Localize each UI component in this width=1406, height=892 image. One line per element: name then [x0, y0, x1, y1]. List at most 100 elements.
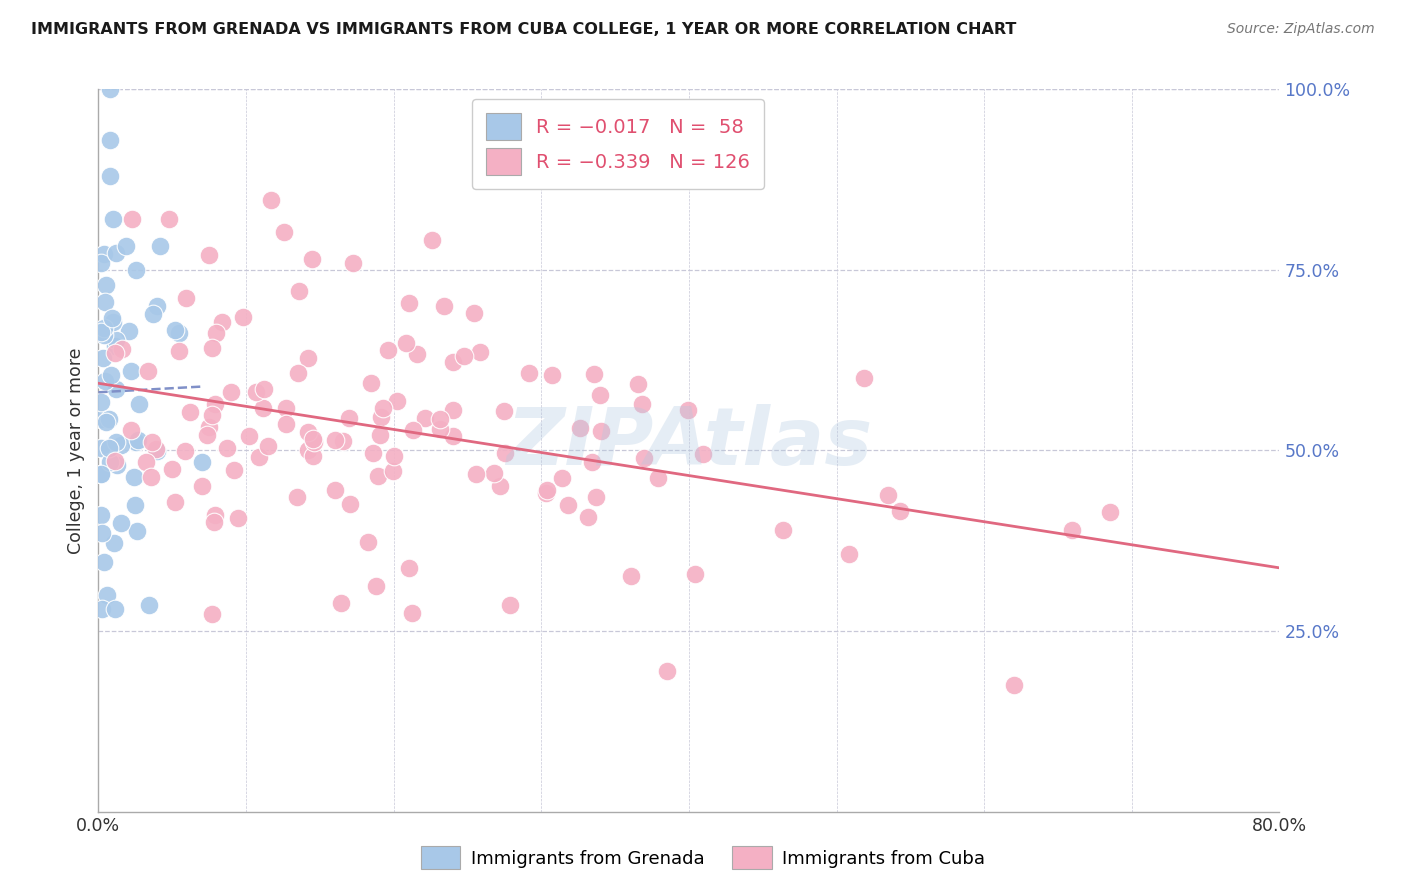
Point [838, 547, 860, 561]
Point [135, 455, 157, 469]
Point [482, 466, 505, 480]
Point [90, 395, 112, 409]
Point [93, 320, 115, 334]
Point [201, 607, 224, 621]
Point [120, 364, 142, 378]
Point [120, 424, 142, 438]
Point [103, 212, 125, 227]
Point [499, 598, 522, 612]
Point [93, 246, 115, 260]
Point [692, 447, 714, 461]
Point [125, 263, 148, 277]
Point [94, 374, 117, 388]
Point [104, 453, 127, 467]
Point [494, 446, 516, 460]
Point [179, 405, 201, 419]
Point [204, 508, 226, 522]
Point [90, 326, 112, 340]
Point [273, 225, 295, 239]
Point [202, 515, 225, 529]
Point [105, 458, 128, 473]
Point [582, 367, 605, 381]
Point [157, 212, 180, 227]
Point [540, 368, 562, 382]
Point [232, 310, 254, 325]
Point [398, 296, 420, 310]
Point [433, 299, 456, 313]
Point [115, 238, 138, 252]
Text: ZIPAtlas: ZIPAtlas [506, 404, 872, 483]
Point [97, 412, 120, 426]
Point [405, 347, 427, 361]
Point [211, 315, 233, 329]
Point [489, 478, 512, 492]
Point [581, 455, 603, 469]
Point [173, 444, 195, 458]
Point [301, 252, 323, 266]
Point [441, 403, 464, 417]
Point [124, 435, 146, 450]
Point [190, 478, 212, 492]
Point [332, 434, 354, 449]
Point [104, 246, 127, 260]
Point [111, 342, 134, 356]
Point [252, 401, 274, 416]
Point [167, 326, 190, 340]
Point [121, 212, 143, 227]
Point [367, 469, 389, 483]
Point [889, 503, 911, 517]
Point [118, 324, 141, 338]
Point [297, 425, 319, 440]
Point [90, 412, 112, 426]
Point [877, 488, 900, 502]
Point [167, 344, 190, 359]
Point [100, 368, 122, 383]
Point [97, 441, 120, 455]
Point [195, 428, 218, 442]
Point [288, 284, 311, 298]
Point [201, 341, 224, 355]
Point [576, 509, 599, 524]
Point [98, 455, 121, 469]
Point [165, 495, 187, 509]
Point [377, 343, 399, 358]
Point [93, 555, 115, 569]
Point [146, 299, 169, 313]
Point [413, 411, 436, 425]
Point [222, 463, 245, 477]
Point [360, 376, 382, 390]
Point [370, 410, 392, 425]
Point [463, 306, 485, 320]
Point [368, 427, 391, 442]
Point [557, 498, 579, 512]
Point [655, 664, 678, 678]
Point [103, 536, 125, 550]
Point [276, 417, 298, 431]
Point [90, 467, 112, 482]
Point [176, 291, 198, 305]
Point [90, 602, 112, 616]
Point [226, 510, 249, 524]
Point [382, 450, 405, 464]
Point [772, 523, 794, 537]
Point [90, 441, 112, 455]
Point [550, 471, 572, 485]
Point [302, 435, 325, 450]
Point [205, 326, 228, 340]
Point [110, 516, 132, 530]
Point [631, 397, 654, 411]
Point [441, 355, 464, 369]
Point [105, 382, 128, 396]
Point [104, 339, 127, 353]
Point [198, 248, 221, 262]
Point [101, 315, 124, 329]
Point [441, 429, 464, 443]
Point [1098, 505, 1121, 519]
Point [201, 408, 224, 422]
Point [149, 239, 172, 253]
Point [357, 534, 380, 549]
Point [568, 421, 591, 435]
Point [90, 255, 112, 269]
Point [219, 384, 242, 399]
Point [101, 310, 124, 325]
